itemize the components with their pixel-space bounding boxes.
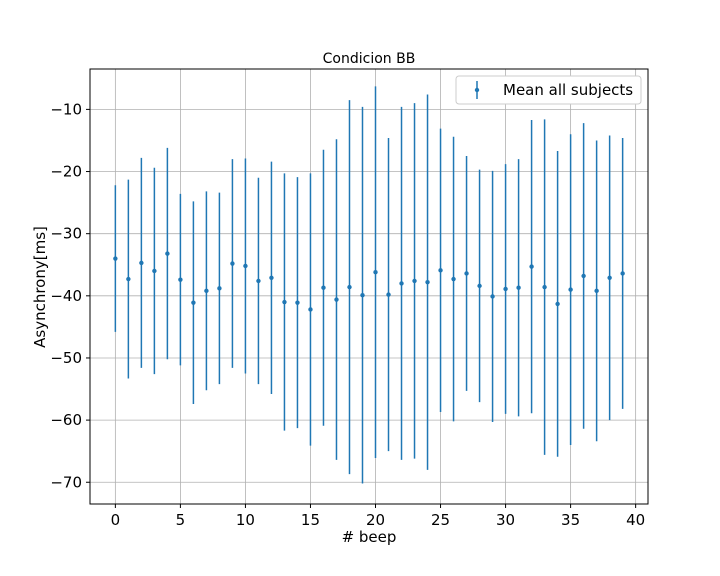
- data-point: [438, 268, 443, 273]
- y-tick-label: −40: [50, 287, 82, 305]
- data-point: [425, 279, 430, 285]
- data-point: [412, 278, 417, 284]
- data-point: [308, 307, 313, 312]
- y-tick-label: −60: [50, 411, 82, 429]
- data-point: [399, 281, 404, 286]
- data-point: [529, 264, 534, 269]
- chart-title: Condicion BB: [323, 51, 416, 67]
- y-tick-label: −20: [50, 163, 82, 181]
- data-point: [269, 275, 274, 280]
- data-point: [347, 284, 352, 290]
- data-point: [126, 276, 131, 282]
- y-axis-label: Asynchrony[ms]: [31, 226, 49, 348]
- data-point: [165, 251, 170, 256]
- data-point: [451, 276, 456, 282]
- y-tick-label: −10: [50, 100, 82, 118]
- data-point: [256, 278, 261, 284]
- legend: Mean all subjects: [455, 75, 642, 105]
- data-point: [373, 270, 378, 275]
- legend-marker-icon: [474, 87, 480, 93]
- data-point: [464, 271, 469, 276]
- data-point: [477, 283, 482, 289]
- data-point: [243, 263, 248, 269]
- data-point: [191, 300, 196, 305]
- data-point: [139, 260, 144, 266]
- data-point: [230, 261, 235, 266]
- data-point: [490, 294, 495, 299]
- y-tick-label: −70: [50, 473, 82, 491]
- data-point: [542, 284, 547, 290]
- data-marks: [113, 86, 625, 484]
- data-point: [386, 292, 391, 297]
- x-axis-label: # beep: [342, 528, 397, 546]
- data-point: [217, 286, 222, 291]
- axis-ticks: 0 5 10 15 20 25 30 35 40 −70 −60 −50 −40 −30 −20 −10: [50, 100, 645, 529]
- x-tick-label: 10: [236, 511, 255, 529]
- y-tick-label: −30: [50, 225, 82, 243]
- data-point: [581, 273, 586, 279]
- data-point: [620, 271, 625, 276]
- x-tick-label: 5: [176, 511, 186, 529]
- data-point: [282, 299, 287, 305]
- legend-box: [455, 75, 642, 105]
- data-point: [360, 293, 365, 298]
- data-point: [113, 256, 118, 261]
- y-tick-label: −50: [50, 349, 82, 367]
- data-point: [516, 285, 521, 290]
- data-point: [295, 300, 300, 305]
- data-point: [178, 277, 183, 282]
- x-tick-label: 20: [366, 511, 385, 529]
- data-point: [152, 268, 157, 274]
- data-point: [607, 275, 612, 280]
- plot-frame: [89, 68, 649, 505]
- x-tick-label: 25: [431, 511, 450, 529]
- legend-label: Mean all subjects: [503, 81, 633, 99]
- data-point: [555, 301, 560, 307]
- data-point: [594, 288, 599, 294]
- data-point: [204, 288, 209, 294]
- x-tick-label: 15: [301, 511, 320, 529]
- x-tick-label: 35: [561, 511, 580, 529]
- data-point: [321, 285, 326, 290]
- data-point: [334, 297, 339, 302]
- x-tick-label: 40: [626, 511, 645, 529]
- data-point: [568, 287, 573, 292]
- data-point: [503, 286, 508, 292]
- x-tick-label: 30: [496, 511, 515, 529]
- x-tick-label: 0: [111, 511, 121, 529]
